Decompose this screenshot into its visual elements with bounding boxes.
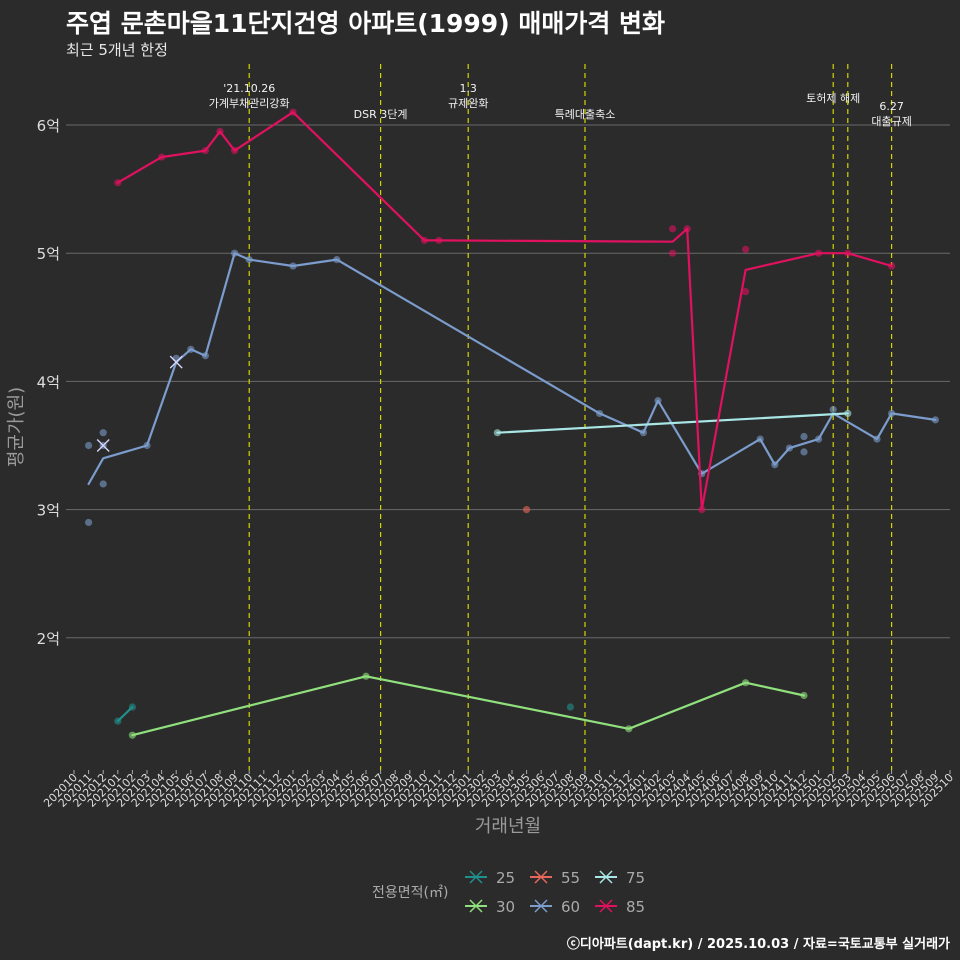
cross-marker [169, 355, 183, 369]
event-annotation: 대출규제 [871, 115, 911, 128]
legend-label: 55 [561, 869, 580, 887]
series-line [116, 111, 893, 511]
series-line [131, 675, 806, 737]
event-annotation: 1.3 [459, 82, 477, 95]
data-point [85, 518, 93, 527]
legend-key-cross [599, 899, 613, 913]
axis-layer: 2억3억4억5억6억202010202011202012202101202102… [6, 117, 956, 837]
data-point [829, 406, 837, 414]
data-point [742, 288, 750, 296]
data-point [742, 245, 750, 253]
data-point [800, 448, 808, 456]
legend-key-cross [534, 899, 548, 913]
series-line [496, 412, 849, 434]
data-point [800, 432, 808, 441]
legend-key-cross [534, 870, 548, 884]
series-line [116, 705, 134, 723]
series-layer [85, 108, 940, 739]
data-point [99, 480, 107, 488]
legend-title: 전용면적(㎡) [372, 885, 448, 901]
data-point [669, 249, 677, 257]
legend-label: 60 [561, 898, 580, 916]
y-tick-label: 5억 [37, 245, 60, 263]
data-point [85, 441, 93, 450]
legend-item-25: 25 [465, 869, 515, 887]
data-point [523, 506, 531, 514]
source-caption: ⓒ디아파트(dapt.kr) / 2025.10.03 / 자료=국토교통부 실… [566, 937, 950, 952]
y-tick-label: 4억 [37, 373, 60, 391]
data-point [99, 429, 107, 437]
legend-item-60: 60 [530, 898, 580, 916]
cross-marker [96, 439, 110, 452]
y-tick-label: 6억 [37, 117, 60, 135]
series-line [87, 252, 937, 486]
legend: 전용면적(㎡) 25 30 55 60 75 85 [372, 869, 645, 916]
event-annotation: 토허제 해제 [806, 91, 860, 105]
legend-item-75: 75 [595, 869, 645, 887]
event-annotation: 6.27 [879, 100, 904, 113]
legend-key-cross [469, 899, 483, 913]
legend-label: 25 [496, 869, 515, 887]
y-tick-label: 2억 [37, 630, 60, 648]
legend-item-30: 30 [465, 898, 515, 916]
y-tick-label: 3억 [37, 502, 60, 520]
x-axis-title: 거래년월 [475, 816, 541, 837]
chart-title: 주엽 문촌마을11단지건영 아파트(1999) 매매가격 변화 [66, 9, 666, 38]
event-annotation: '21.10.26 [223, 82, 275, 95]
legend-key-cross [469, 870, 483, 884]
event-annotation: 가계부채관리강화 [209, 97, 290, 110]
data-point [669, 225, 677, 233]
legend-label: 75 [626, 869, 645, 887]
legend-item-85: 85 [595, 898, 645, 916]
chart-subtitle: 최근 5개년 한정 [66, 41, 168, 59]
y-axis-title: 평균가(원) [6, 387, 27, 467]
event-annotation: DSR 3단계 [354, 108, 408, 121]
legend-item-55: 55 [530, 869, 580, 887]
event-annotation: 특례대출축소 [555, 108, 616, 121]
legend-label: 30 [496, 898, 515, 916]
legend-key-cross [599, 870, 613, 884]
legend-label: 85 [626, 898, 645, 916]
event-annotation: 규제완화 [448, 97, 488, 110]
grid-layer [66, 124, 950, 639]
data-point [566, 703, 575, 711]
